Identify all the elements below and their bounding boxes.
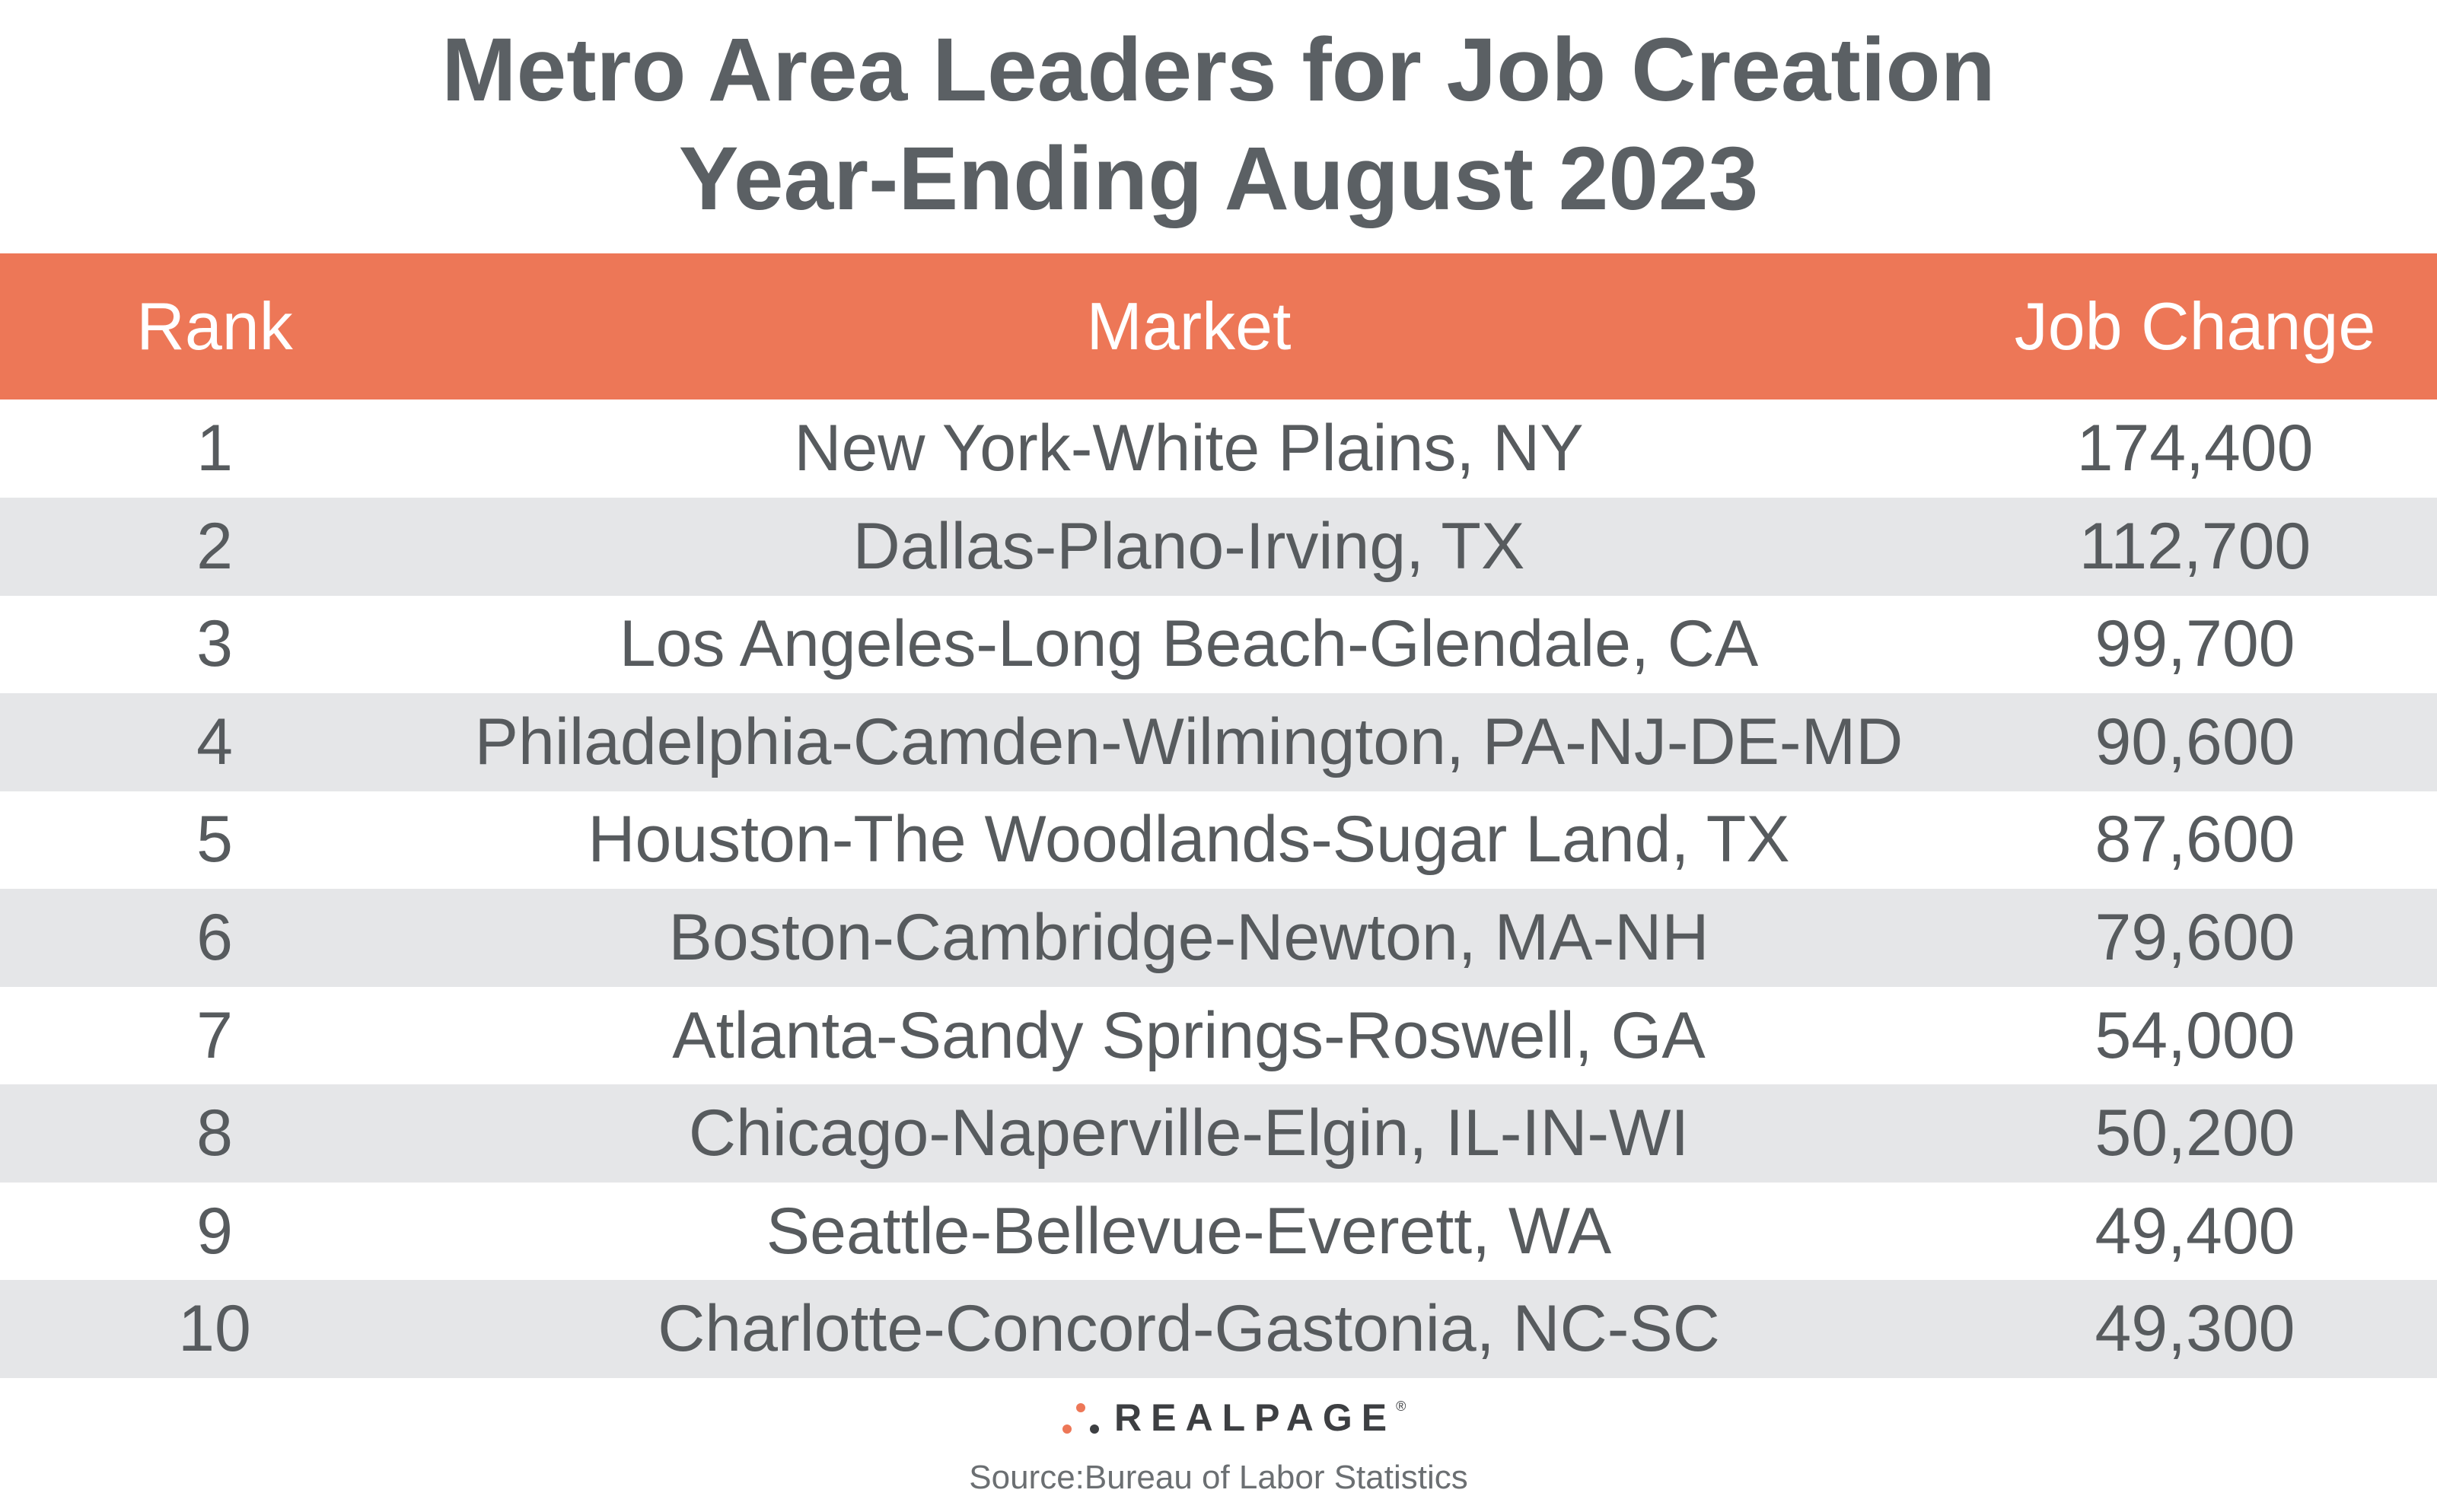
job-change: 87,600 [2095,803,2295,877]
rank: 7 [196,998,233,1072]
table-row: 4 Philadelphia-Camden-Wilmington, PA-NJ-D… [0,692,2437,791]
rank: 10 [178,1292,251,1366]
market: Los Angeles-Long Beach-Glendale, CA [619,607,1759,681]
logo-dots [1062,1403,1099,1434]
table-row: 1 New York-White Plains, NY 174,400 [0,399,2437,498]
table-row: 7 Atlanta-Sandy Springs-Roswell, GA 54,000 [0,987,2437,1085]
market: Dallas-Plano-Irving, TX [852,509,1525,583]
table-row: 2 Dallas-Plano-Irving, TX 112,700 [0,497,2437,596]
job-change: 90,600 [2095,705,2295,778]
market: Chicago-Naperville-Elgin, IL-IN-WI [688,1097,1690,1170]
table-header: Rank Market Job Change [0,253,2437,399]
job-change: 174,400 [2076,412,2314,485]
table-row: 6 Boston-Cambridge-Newton, MA-NH 79,600 [0,889,2437,987]
column-header: Market [1086,288,1292,364]
market: New York-White Plains, NY [794,412,1584,485]
subtitle: Year-Ending August 2023 [678,129,1759,229]
source: Source:Bureau of Labor Statistics [969,1459,1468,1496]
job-change: 79,600 [2095,901,2295,974]
rank: 3 [196,607,233,681]
table-row: 9 Seattle-Bellevue-Everett, WA 49,400 [0,1183,2437,1281]
job-change: 99,700 [2095,607,2295,681]
logo-mark: ® [1396,1399,1406,1414]
job-change: 50,200 [2095,1097,2295,1170]
job-change: 49,300 [2095,1292,2295,1366]
market: Charlotte-Concord-Gastonia, NC-SC [658,1292,1720,1366]
job-change: 49,400 [2095,1194,2295,1268]
market: Houston-The Woodlands-Sugar Land, TX [588,803,1790,877]
market: Atlanta-Sandy Springs-Roswell, GA [672,998,1706,1072]
table-row: 10 Charlotte-Concord-Gastonia, NC-SC 49,30… [0,1280,2437,1379]
title: Metro Area Leaders for Job Creation [441,20,1996,120]
job-change: 112,700 [2079,509,2311,583]
rank: 6 [196,901,233,974]
table-row: 5 Houston-The Woodlands-Sugar Land, TX 87,… [0,791,2437,889]
table-row: 3 Los Angeles-Long Beach-Glendale, CA 99,7… [0,595,2437,693]
rank: 9 [196,1194,233,1268]
rank: 5 [196,803,233,877]
rank: 2 [196,509,233,583]
logo: REALPAGE ® [1058,1391,1406,1444]
market: Philadelphia-Camden-Wilmington, PA-NJ-DE… [474,705,1903,778]
column-header: Job Change [2014,288,2376,364]
column-header: Rank [136,288,293,364]
market: Seattle-Bellevue-Everett, WA [766,1194,1612,1268]
rank: 8 [196,1097,233,1170]
table-row: 8 Chicago-Naperville-Elgin, IL-IN-WI 50,20… [0,1084,2437,1183]
rank: 4 [196,705,233,778]
market: Boston-Cambridge-Newton, MA-NH [668,901,1709,974]
rank: 1 [196,412,233,485]
job-change: 54,000 [2095,998,2295,1072]
logo-text: REALPAGE [1114,1396,1397,1439]
